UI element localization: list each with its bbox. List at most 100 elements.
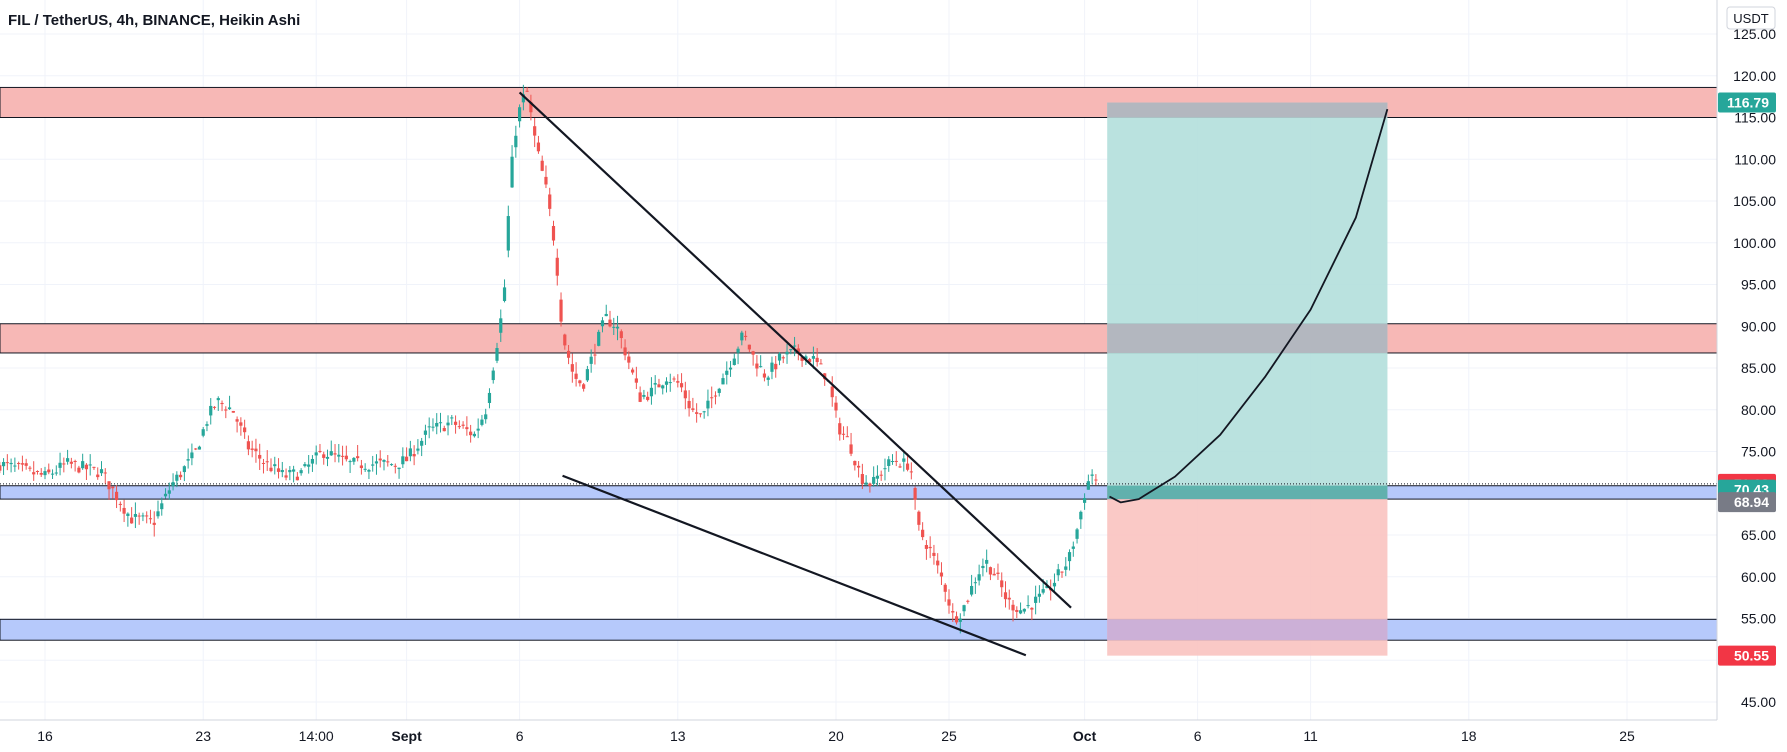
long-position-tool[interactable]: [0, 102, 1717, 656]
candle-body: [190, 452, 194, 459]
candle-body: [171, 482, 175, 487]
candle-body: [81, 461, 85, 469]
candle-body: [194, 448, 198, 450]
candle-body: [593, 354, 597, 356]
trendline-falling-wedge-upper[interactable]: [518, 91, 1072, 609]
candle-body: [563, 334, 567, 346]
candle-body: [269, 467, 273, 472]
trendline-falling-wedge-lower[interactable]: [562, 474, 1027, 657]
time-tick-label: Sept: [391, 728, 422, 744]
candle-body: [20, 463, 24, 465]
candle-body: [646, 396, 650, 400]
candle-body: [250, 448, 254, 450]
candle-body: [423, 430, 428, 435]
candle-body: [747, 344, 751, 350]
candle-body: [175, 474, 179, 481]
candle-body: [88, 464, 92, 466]
candle-body: [834, 402, 838, 411]
candle-body: [465, 427, 469, 430]
candle-body: [962, 605, 966, 612]
candle-body: [273, 464, 277, 467]
candle-body: [725, 370, 729, 375]
candle-body: [295, 476, 299, 481]
candle-body: [921, 529, 925, 538]
time-tick-label: 25: [1619, 728, 1635, 744]
candle-body: [808, 359, 812, 363]
candle-body: [619, 331, 623, 339]
candle-body: [789, 348, 793, 351]
candle-body: [352, 457, 356, 462]
candle-body: [890, 461, 895, 463]
candle-body: [66, 458, 70, 462]
candle-body: [243, 427, 247, 433]
candle-body: [167, 490, 171, 494]
time-axis-panel[interactable]: [0, 720, 1717, 752]
candle-body: [612, 326, 616, 328]
candle-body: [47, 469, 51, 473]
stop-price-badge-label: 50.55: [1734, 648, 1769, 664]
candle-body: [393, 465, 397, 467]
price-axis-panel[interactable]: [1717, 0, 1787, 720]
candle-body: [909, 471, 913, 473]
currency-unit-button[interactable]: USDT: [1726, 6, 1776, 30]
candle-body: [92, 466, 96, 468]
candle-body: [518, 107, 522, 122]
candle-body: [17, 463, 21, 465]
candle-body: [126, 513, 130, 516]
candle-body: [951, 611, 955, 613]
zone-resistance-upper[interactable]: [0, 86, 1718, 119]
price-tick-label: 115.00: [1734, 110, 1776, 126]
candle-body: [582, 384, 586, 389]
candle-body: [220, 402, 224, 405]
candle-body: [706, 400, 710, 409]
candle-body: [491, 370, 495, 381]
candle-body: [340, 455, 345, 457]
avg-price-badge-label: 68.94: [1734, 494, 1769, 510]
candle-body: [246, 441, 250, 450]
drawings[interactable]: [518, 91, 1389, 657]
candle-body: [363, 468, 367, 470]
time-axis-ticks: 16 23 14:00 Sept 6 13 20 25 Oct 6 11 18 25: [37, 728, 1635, 744]
projection-curve[interactable]: [1109, 108, 1389, 504]
target-area[interactable]: [1107, 102, 1388, 490]
candle-body: [325, 456, 330, 459]
candle-body: [427, 426, 431, 428]
candle-body: [860, 474, 864, 484]
zone-resistance-middle[interactable]: [0, 323, 1718, 354]
candle-body: [96, 474, 100, 478]
zone-support-lower[interactable]: [0, 618, 1718, 641]
avg-price-badge: 68.94: [1718, 492, 1776, 513]
candle-body: [506, 216, 510, 251]
candle-body: [985, 559, 989, 564]
price-tick-label: 75.00: [1741, 444, 1776, 460]
candle-body: [405, 456, 409, 462]
candle-body: [216, 398, 220, 401]
candle-body: [103, 472, 107, 474]
candle-body: [551, 225, 556, 241]
candle-body: [815, 357, 819, 363]
candle-body: [676, 381, 680, 383]
candle-body: [800, 357, 804, 361]
candle-body: [796, 348, 800, 355]
candle-body: [744, 335, 748, 337]
candle-body: [374, 461, 379, 464]
candle-body: [186, 459, 190, 461]
candle-body: [1056, 569, 1060, 576]
candle-body: [58, 462, 62, 468]
zone-support-upper[interactable]: [0, 485, 1718, 500]
candle-body: [382, 459, 386, 462]
candle-body: [544, 176, 548, 185]
candle-body: [905, 463, 910, 470]
candle-body: [698, 413, 702, 415]
candle-body: [50, 473, 55, 475]
time-tick-label: 16: [37, 728, 53, 744]
candle-body: [615, 326, 620, 329]
candle-body: [668, 382, 672, 384]
candle-body: [936, 560, 940, 566]
candle-body: [924, 545, 928, 549]
price-tick-label: 95.00: [1741, 277, 1776, 293]
candle-body: [438, 422, 443, 424]
candle-body: [770, 362, 774, 372]
candle-body: [529, 101, 533, 113]
